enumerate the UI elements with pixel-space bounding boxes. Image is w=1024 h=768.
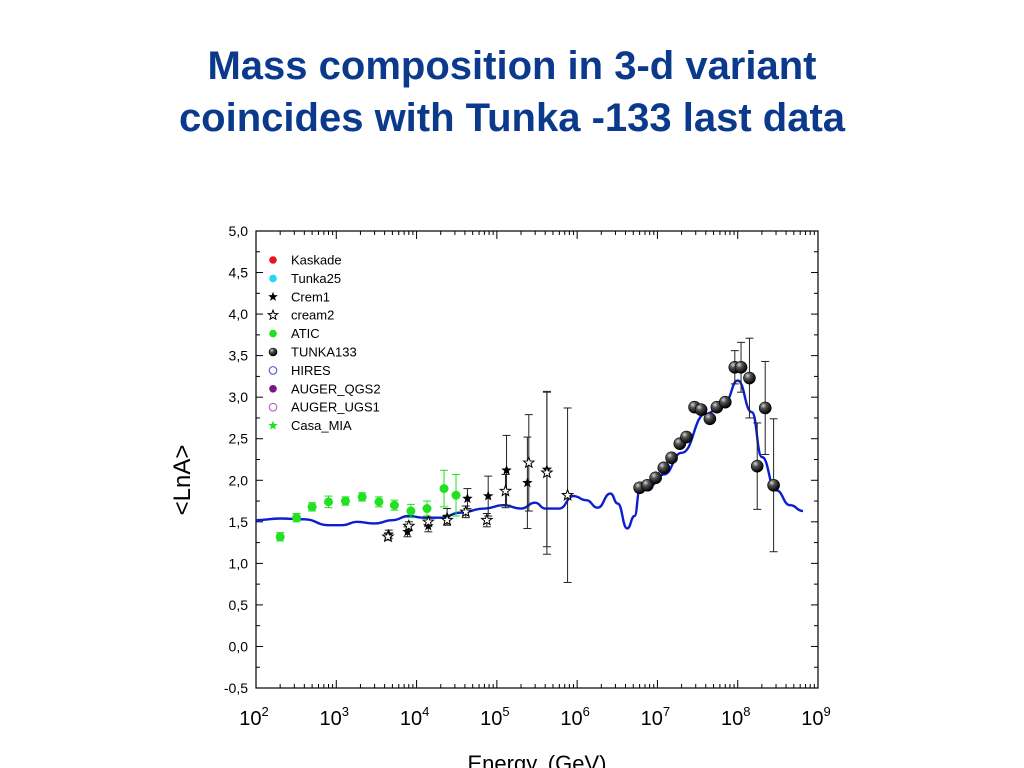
y-tick-label: 4,0 — [229, 306, 249, 322]
atic-point — [389, 500, 399, 510]
cream2-point — [381, 529, 395, 543]
slide-title-line-2: coincides with Tunka -133 last data — [178, 96, 846, 140]
x-axis-label: Energy, (GeV) — [468, 751, 607, 768]
y-tick-label: 2,5 — [229, 431, 249, 447]
legend-label-hires: HIRES — [291, 363, 331, 378]
legend-marker-cream2 — [266, 308, 280, 321]
x-tick-label: 108 — [721, 704, 750, 730]
x-tick-exponent: 9 — [824, 704, 831, 719]
tunka133-point — [657, 461, 671, 475]
y-axis-label: <LnA> — [169, 445, 196, 516]
chart-legend: Kaskade Tunka25 Crem1 cream2 ATIC TUNKA133 HIR… — [266, 253, 381, 433]
tunka133-point — [750, 459, 764, 473]
atic-point — [340, 496, 350, 506]
legend-label-tunka133: TUNKA133 — [291, 345, 357, 360]
x-tick-label: 103 — [320, 704, 349, 730]
cream2-point — [402, 519, 416, 532]
atic-point — [357, 492, 367, 502]
cream2-point — [560, 488, 575, 501]
cream2-point — [421, 514, 435, 528]
legend-marker-tunka133 — [268, 347, 278, 357]
atic-point — [292, 513, 302, 523]
x-tick-exponent: 5 — [502, 704, 509, 719]
crem1-point — [402, 526, 413, 537]
x-tick-label: 102 — [239, 704, 268, 730]
x-tick-exponent: 3 — [342, 704, 349, 719]
y-tick-label: 3,5 — [229, 348, 249, 364]
cream2-point — [440, 513, 454, 526]
x-tick-exponent: 4 — [422, 704, 429, 719]
tunka133-point — [649, 471, 662, 485]
y-tick-label: 0,0 — [229, 638, 249, 654]
x-tick-label: 104 — [400, 704, 429, 730]
legend-label-cream2: cream2 — [291, 308, 334, 323]
legend-marker-auger-ugs1 — [268, 402, 278, 412]
y-axis: 5,0 4,5 4,0 3,5 3,0 2,5 2,0 1,5 1,0 0,5 0,0 -0,5 — [224, 223, 818, 696]
atic-point — [422, 504, 432, 514]
x-tick-exponent: 6 — [583, 704, 590, 719]
y-tick-label: -0,5 — [224, 680, 248, 696]
cream2-point — [498, 484, 513, 497]
legend-marker-crem1 — [268, 291, 278, 301]
crem1-point — [462, 493, 473, 503]
legend-marker-auger-qgs2 — [269, 385, 277, 393]
legend-label-atic: ATIC — [291, 326, 320, 341]
atic-point — [374, 497, 384, 507]
y-tick-label: 3,0 — [229, 389, 249, 405]
legend-label-auger-qgs2: AUGER_QGS2 — [291, 381, 381, 396]
tunka133-point — [665, 451, 678, 465]
tunka133-point — [743, 371, 756, 385]
crem1-point — [501, 464, 512, 475]
legend-marker-hires — [268, 366, 278, 375]
tunka133-point — [758, 401, 772, 415]
slide-title: Mass composition in 3-d variant coincide… — [0, 40, 1024, 144]
tunka133-point — [703, 412, 717, 426]
tunka133-point — [767, 478, 780, 492]
legend-marker-atic — [269, 329, 277, 338]
x-tick-exponent: 7 — [663, 704, 670, 719]
x-axis: 102 103 104 105 106 107 108 109 — [239, 231, 831, 730]
x-tick-label: 107 — [641, 704, 670, 730]
crem1-point — [482, 490, 494, 501]
legend-label-tunka25: Tunka25 — [291, 271, 341, 286]
x-tick-label: 109 — [801, 704, 830, 730]
data-points — [275, 337, 780, 583]
atic-point — [275, 532, 285, 542]
y-tick-label: 4,5 — [229, 265, 249, 281]
y-tick-label: 1,0 — [229, 555, 249, 571]
y-tick-label: 1,5 — [229, 514, 249, 530]
y-tick-label: 0,5 — [229, 597, 249, 613]
y-tick-label: 5,0 — [229, 223, 249, 239]
y-tick-label: 2,0 — [229, 472, 249, 488]
atic-point — [307, 502, 317, 512]
legend-marker-tunka25 — [269, 274, 277, 283]
crem1-point — [522, 477, 533, 488]
legend-label-auger-ugs1: AUGER_UGS1 — [291, 400, 380, 415]
atic-point — [324, 497, 334, 507]
legend-label-kaskade: Kaskade — [291, 253, 342, 268]
tunka133-point — [718, 395, 732, 409]
atic-point — [439, 484, 449, 494]
x-tick-exponent: 2 — [262, 704, 269, 719]
x-tick-label: 105 — [480, 704, 509, 730]
tunka133-point — [680, 430, 693, 444]
legend-label-crem1: Crem1 — [291, 289, 330, 304]
cream2-point — [522, 455, 536, 469]
x-tick-exponent: 8 — [743, 704, 750, 719]
legend-marker-kaskade — [269, 256, 277, 264]
plot-frame — [255, 230, 819, 689]
cream2-point — [459, 504, 473, 518]
cream2-point — [480, 513, 494, 526]
legend-label-casa-mia: Casa_MIA — [291, 418, 352, 433]
x-tick-label: 106 — [560, 704, 589, 730]
slide-title-line-1: Mass composition in 3-d variant — [207, 44, 817, 88]
legend-marker-casa-mia — [268, 420, 278, 430]
tunka133-point — [694, 403, 708, 416]
cream2-point — [540, 465, 554, 479]
tunka133-point — [734, 360, 748, 374]
atic-point — [451, 490, 461, 500]
tunka133-point — [641, 478, 654, 492]
atic-point — [406, 506, 416, 516]
